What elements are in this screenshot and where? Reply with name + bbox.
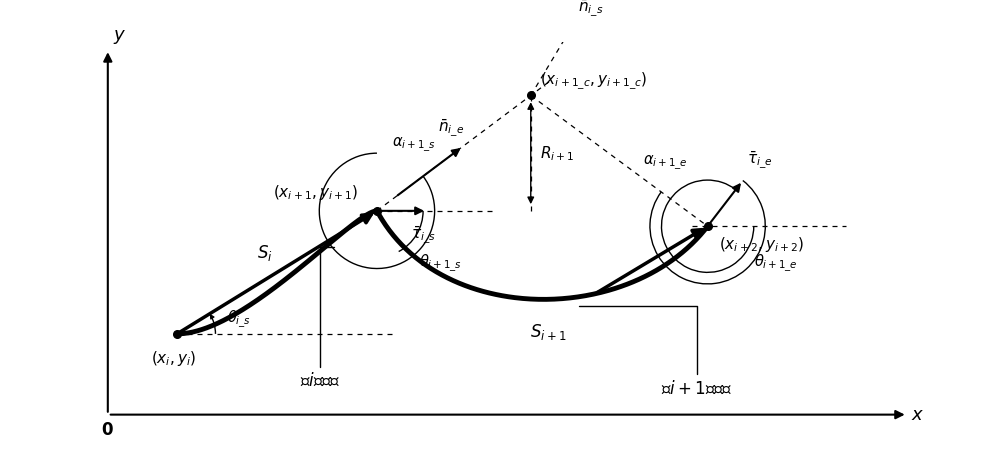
Text: $\alpha_{i+1\_e}$: $\alpha_{i+1\_e}$ xyxy=(643,154,688,172)
Text: 第$i$段轨迹: 第$i$段轨迹 xyxy=(300,247,341,390)
Text: $\theta_{i+1\_s}$: $\theta_{i+1\_s}$ xyxy=(419,253,462,274)
Text: $\bar{\tau}_{i\_e}$: $\bar{\tau}_{i\_e}$ xyxy=(747,150,772,171)
Text: $\theta_{i+1\_e}$: $\theta_{i+1\_e}$ xyxy=(754,253,798,274)
Text: 第$i+1$段轨迹: 第$i+1$段轨迹 xyxy=(579,307,733,398)
Text: $\alpha_{i+1\_s}$: $\alpha_{i+1\_s}$ xyxy=(392,137,436,155)
Text: $\theta_{i\_s}$: $\theta_{i\_s}$ xyxy=(227,309,251,330)
Text: $(x_i, y_i)$: $(x_i, y_i)$ xyxy=(151,349,196,368)
Text: $(x_{i+2}, y_{i+2})$: $(x_{i+2}, y_{i+2})$ xyxy=(719,235,804,254)
Text: $\bar{n}_{i\_e}$: $\bar{n}_{i\_e}$ xyxy=(438,117,465,138)
Text: $S_i$: $S_i$ xyxy=(257,243,273,263)
Text: $x$: $x$ xyxy=(911,405,925,424)
Text: $\bar{n}_{i\_s}$: $\bar{n}_{i\_s}$ xyxy=(578,0,604,19)
Text: $(x_{i+1\_c}, y_{i+1\_c})$: $(x_{i+1\_c}, y_{i+1\_c})$ xyxy=(540,71,647,92)
Text: $S_{i+1}$: $S_{i+1}$ xyxy=(530,322,566,343)
Text: $\bar{\tau}_{i\_s}$: $\bar{\tau}_{i\_s}$ xyxy=(411,225,436,246)
Text: $\mathbf{0}$: $\mathbf{0}$ xyxy=(101,421,114,439)
Text: $(x_{i+1}, y_{i+1})$: $(x_{i+1}, y_{i+1})$ xyxy=(273,183,358,202)
Text: $R_{i+1}$: $R_{i+1}$ xyxy=(540,144,574,163)
Text: $y$: $y$ xyxy=(113,27,126,46)
